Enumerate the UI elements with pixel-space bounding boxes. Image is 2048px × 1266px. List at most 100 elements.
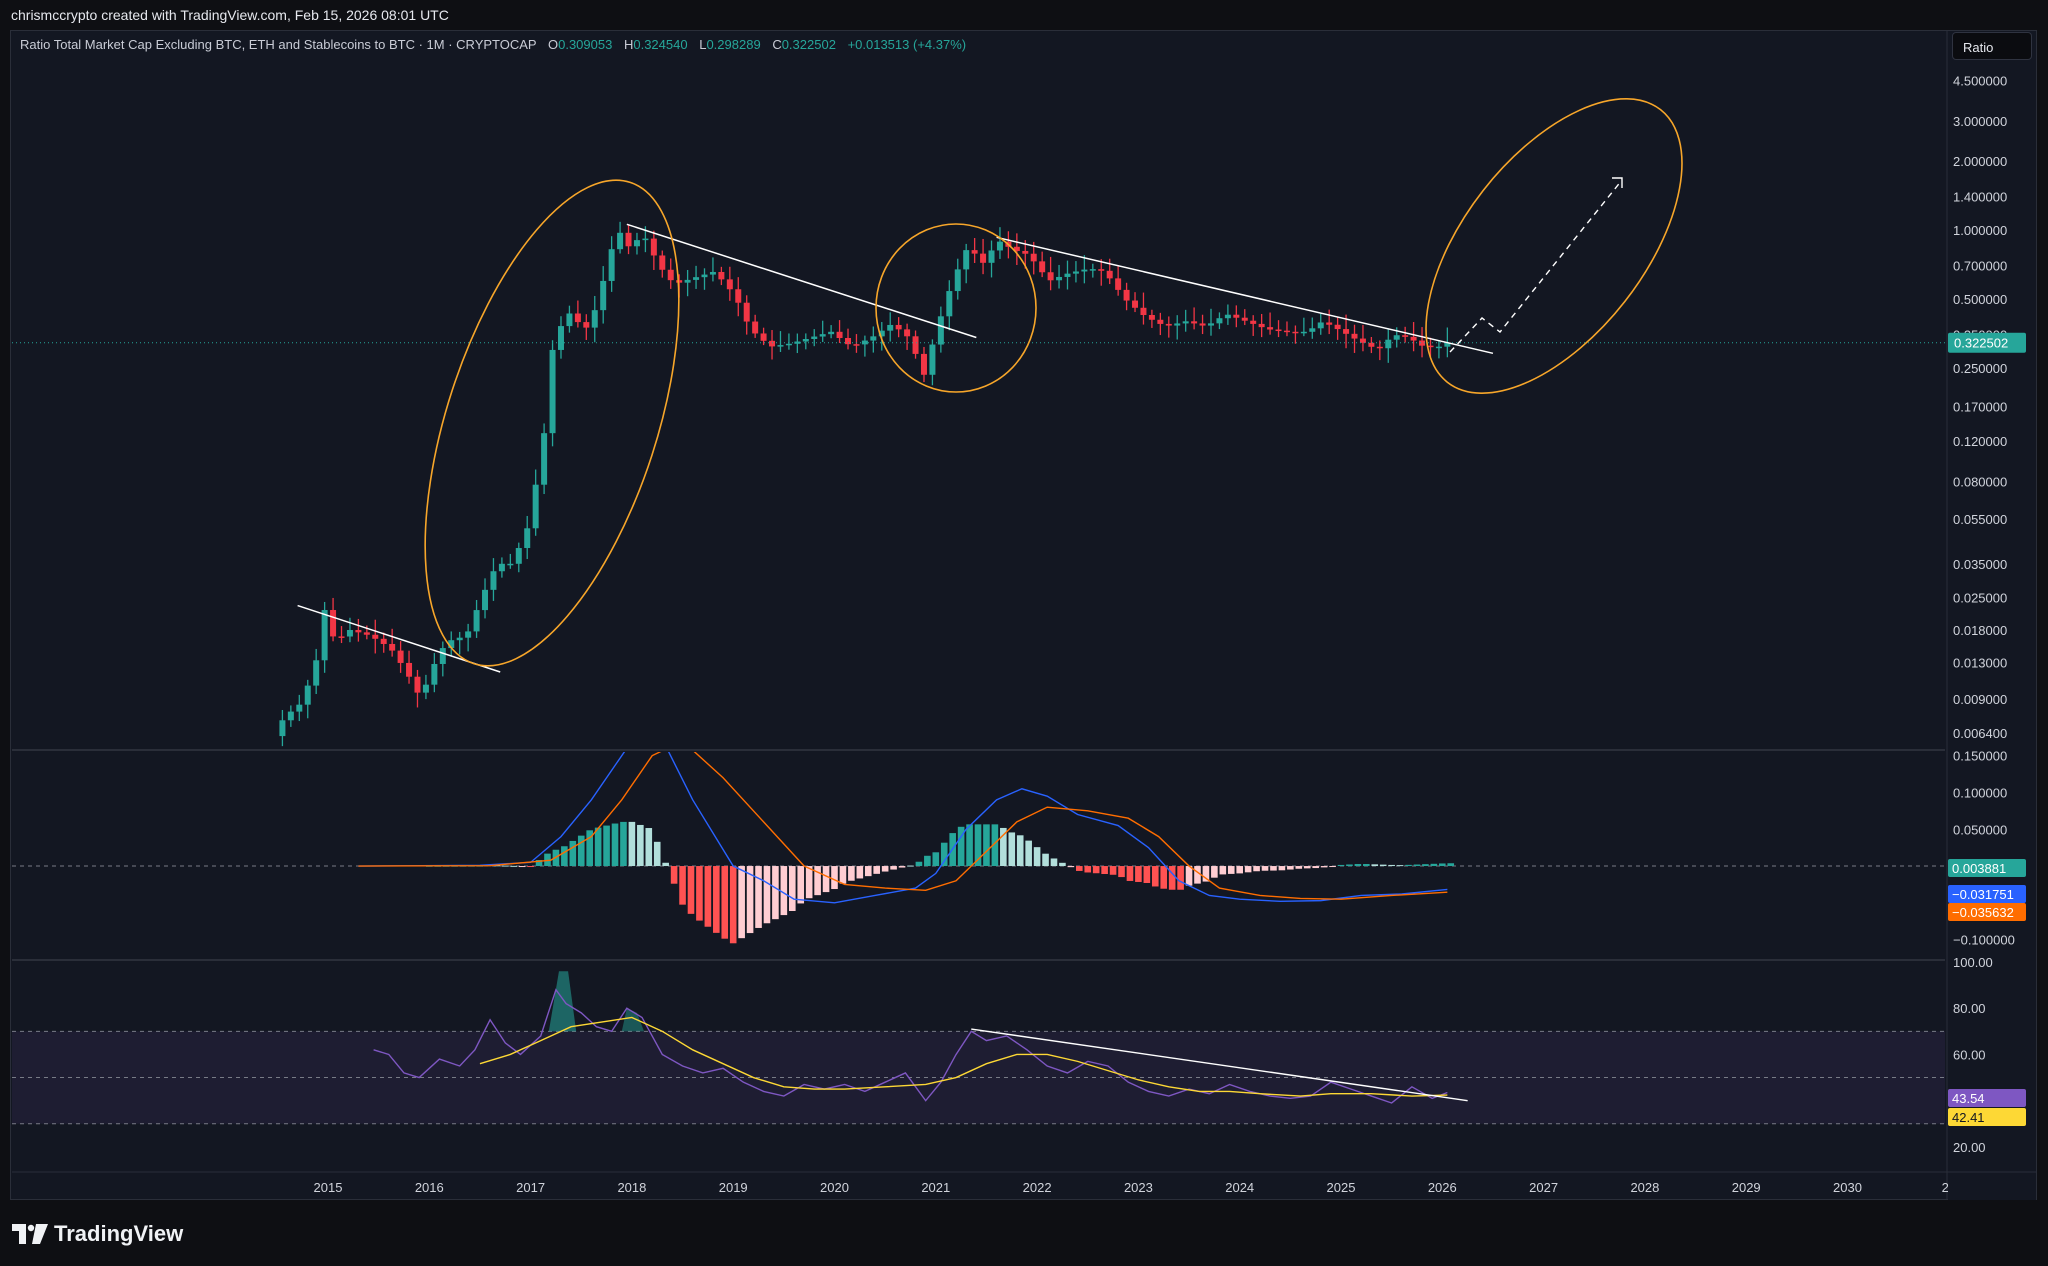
- candle-up: [473, 610, 480, 632]
- candle-down: [1267, 327, 1274, 330]
- projection-arrowhead: [1612, 177, 1623, 188]
- macd-histogram-bar: [1050, 858, 1058, 867]
- candle-down: [836, 331, 843, 338]
- macd-line: [358, 752, 1448, 904]
- candle-down: [726, 279, 733, 290]
- macd-histogram-bar: [1143, 866, 1151, 883]
- candle-down: [1241, 317, 1248, 321]
- candle-up: [507, 563, 514, 566]
- macd-histogram-bar: [510, 865, 518, 867]
- candle-up: [279, 720, 286, 737]
- macd-histogram-bar: [535, 860, 543, 867]
- macd-histogram-bar: [1194, 866, 1201, 884]
- time-tick-label: 2024: [1225, 1180, 1254, 1195]
- candle-up: [887, 324, 894, 331]
- macd-value-tag: [1948, 885, 2026, 903]
- low-value: 0.298289: [706, 37, 761, 52]
- macd-histogram-bar: [1253, 866, 1260, 872]
- macd-tick-label: 0.050000: [1953, 822, 2007, 837]
- price-tick-label: 4.500000: [1953, 73, 2007, 88]
- macd-histogram-bar: [1346, 864, 1353, 867]
- close-value: 0.322502: [781, 37, 836, 52]
- candle-down: [372, 634, 379, 639]
- candle-up: [490, 571, 497, 590]
- macd-histogram-bar: [670, 866, 678, 884]
- candle-up: [693, 277, 700, 280]
- candle-up: [1309, 328, 1316, 332]
- macd-histogram-bar: [788, 866, 796, 911]
- candle-up: [448, 640, 455, 649]
- price-tick-label: 0.025000: [1953, 590, 2007, 605]
- macd-histogram-bar: [898, 866, 906, 868]
- rsi-value-tag: [1948, 1089, 2026, 1107]
- macd-signal-tag: [1948, 903, 2026, 921]
- candle-down: [1343, 329, 1350, 334]
- macd-histogram-bar: [1439, 863, 1446, 867]
- close-label: C: [772, 37, 782, 52]
- macd-histogram-bar: [721, 866, 729, 939]
- macd-histogram-bar: [1000, 827, 1007, 867]
- macd-histogram-bar: [687, 866, 695, 914]
- candle-down: [406, 662, 413, 677]
- candle-down: [625, 232, 632, 247]
- candle-down: [1132, 300, 1139, 308]
- candle-down: [1326, 322, 1333, 325]
- candle-down: [389, 643, 396, 651]
- chart-frame[interactable]: [10, 30, 2037, 1200]
- macd-histogram-bar: [1447, 863, 1455, 867]
- macd-histogram-bar: [577, 835, 585, 867]
- candle-up: [465, 631, 472, 638]
- brand-name: TradingView: [54, 1221, 184, 1246]
- candle-down: [845, 337, 852, 345]
- price-tick-label: 1.000000: [1953, 223, 2007, 238]
- price-tick-label: 0.250000: [1953, 361, 2007, 376]
- candle-down: [1022, 250, 1029, 254]
- last-price-tag: [1948, 332, 2026, 353]
- candle-down: [1376, 346, 1383, 349]
- macd-histogram-bar: [1270, 866, 1277, 871]
- macd-histogram-bar: [1405, 864, 1412, 867]
- annotation-ellipse-projection: [1425, 98, 1683, 394]
- macd-histogram-bar: [974, 824, 982, 867]
- ratio-scale-button[interactable]: Ratio: [1952, 32, 2032, 60]
- macd-histogram-bar: [907, 865, 914, 867]
- time-tick-label: 2021: [921, 1180, 950, 1195]
- candle-up: [524, 528, 531, 549]
- tradingview-logo[interactable]: TradingView: [12, 1221, 183, 1247]
- macd-histogram-bar: [915, 861, 923, 867]
- time-tick-label: 2016: [415, 1180, 444, 1195]
- macd-histogram-bar: [991, 824, 999, 867]
- projection-path: [1449, 179, 1623, 353]
- candle-up: [963, 250, 970, 270]
- candle-up: [1207, 323, 1214, 326]
- candle-up: [709, 271, 716, 275]
- time-tick-label: 2022: [1023, 1180, 1052, 1195]
- macd-histogram-bar: [1227, 866, 1235, 874]
- candle-down: [338, 636, 345, 638]
- time-tick-label: 2018: [617, 1180, 646, 1195]
- candle-up: [557, 326, 564, 350]
- candle-up: [828, 331, 835, 335]
- macd-histogram-bar: [1135, 866, 1142, 882]
- macd-tick-label: −0.100000: [1953, 933, 2015, 948]
- macd-histogram-bar: [1379, 864, 1387, 867]
- candle-up: [929, 344, 936, 375]
- candle-up: [1317, 322, 1324, 329]
- candle-up: [642, 238, 649, 241]
- macd-histogram-bar: [957, 826, 965, 867]
- candle-up: [819, 334, 826, 337]
- candle-up: [811, 336, 818, 339]
- macd-histogram-bar: [1059, 862, 1066, 867]
- candle-down: [904, 329, 911, 337]
- macd-value-tag-label: −0.031751: [1952, 887, 2014, 902]
- macd-histogram-bar: [1067, 866, 1075, 868]
- footer: [0, 1200, 2048, 1266]
- candle-up: [684, 279, 691, 283]
- candle-up: [346, 629, 353, 637]
- price-tick-label: 0.055000: [1953, 512, 2007, 527]
- macd-histogram-bar: [1211, 866, 1218, 878]
- candle-up: [1435, 346, 1442, 349]
- time-tick-label: 2025: [1327, 1180, 1356, 1195]
- macd-histogram-bar: [864, 866, 872, 877]
